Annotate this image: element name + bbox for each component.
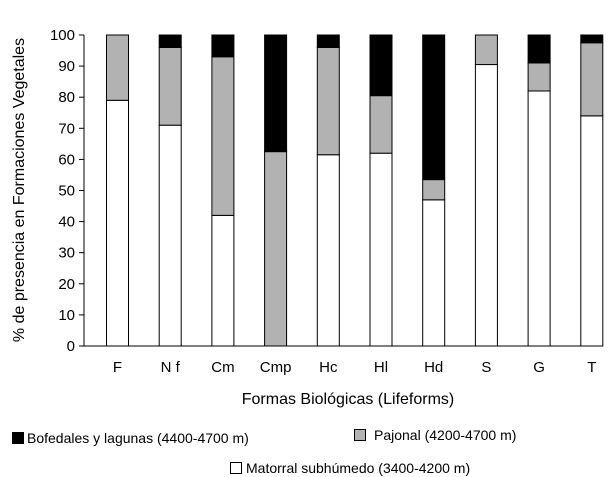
bar-segment-cm-2 (211, 34, 235, 58)
x-tick-label: Cmp (260, 359, 292, 376)
y-tick-label: 10 (58, 307, 75, 324)
y-tick-label: 50 (58, 183, 75, 200)
y-tick-label: 0 (67, 338, 75, 355)
bar-segment-hc-0 (316, 154, 340, 347)
bar-segment-cm-1 (211, 56, 235, 216)
x-tick-label: Cm (211, 359, 234, 376)
bar-segment-f-0 (106, 99, 129, 347)
x-tick-label: S (481, 359, 491, 376)
bar-segment-hl-2 (369, 34, 393, 97)
bar-segment-s-0 (474, 64, 498, 347)
y-tick-label: 60 (58, 151, 75, 168)
x-tick-label: T (587, 359, 596, 376)
y-tick-label: 70 (58, 120, 75, 137)
legend-item-pajonal: Pajonal (4200-4700 m) (354, 427, 516, 443)
x-tick-label: G (533, 359, 545, 376)
bar-segment-t-0 (580, 115, 604, 347)
x-ticks-group: F N f Cm Cmp Hc Hl Hd S G T (113, 359, 596, 376)
y-tick-label: 20 (58, 276, 75, 293)
bar-segment-cm-0 (211, 214, 235, 347)
bar-segment-cmp-1 (264, 151, 288, 347)
bar-segment-nf-0 (158, 124, 182, 347)
bars-group (106, 34, 604, 347)
legend-swatch-bofedales (12, 432, 24, 444)
bar-segment-hd-0 (422, 199, 446, 347)
y-tick-label: 40 (58, 214, 75, 231)
legend-label-bofedales: Bofedales y lagunas (4400-4700 m) (27, 430, 249, 446)
bar-segment-f-1 (106, 34, 129, 101)
bar-segment-s-1 (474, 34, 498, 66)
legend-swatch-matorral (230, 462, 242, 474)
y-axis-title: % de presencia en Formaciones Vegetales (11, 38, 28, 342)
legend-swatch-pajonal (354, 429, 366, 441)
y-tick-label: 100 (50, 27, 75, 44)
bar-segment-nf-2 (158, 34, 182, 48)
x-tick-label: Hc (319, 359, 338, 376)
bar-segment-hl-1 (369, 95, 393, 154)
x-tick-label: F (113, 359, 122, 376)
x-axis-title: Formas Biológicas (Lifeforms) (242, 391, 455, 408)
bar-segment-nf-1 (158, 46, 182, 126)
bar-segment-hl-0 (369, 152, 393, 347)
x-tick-label: Hd (424, 359, 443, 376)
bar-segment-hc-2 (316, 34, 340, 48)
bar-segment-hd-1 (422, 179, 446, 201)
legend-item-bofedales: Bofedales y lagunas (4400-4700 m) (12, 430, 249, 446)
y-tick-label: 90 (58, 58, 75, 75)
legend-label-matorral: Matorral subhúmedo (3400-4200 m) (246, 460, 471, 476)
bar-segment-t-1 (580, 42, 604, 117)
bar-segment-hd-2 (422, 34, 446, 181)
bar-segment-cmp-2 (264, 34, 288, 153)
bar-segment-hc-1 (316, 46, 340, 156)
bar-segment-g-1 (527, 62, 551, 92)
y-ticks-group: 0 10 20 30 40 50 60 70 80 90 100 (50, 27, 84, 355)
bar-segment-g-0 (527, 90, 551, 347)
x-tick-label: Hl (374, 359, 388, 376)
x-tick-label: N f (161, 359, 181, 376)
y-tick-label: 80 (58, 89, 75, 106)
bar-segment-t-2 (580, 34, 604, 44)
y-tick-label: 30 (58, 245, 75, 262)
legend-item-matorral: Matorral subhúmedo (3400-4200 m) (230, 460, 470, 476)
legend-label-pajonal: Pajonal (4200-4700 m) (374, 427, 517, 443)
bar-segment-g-2 (527, 34, 551, 64)
